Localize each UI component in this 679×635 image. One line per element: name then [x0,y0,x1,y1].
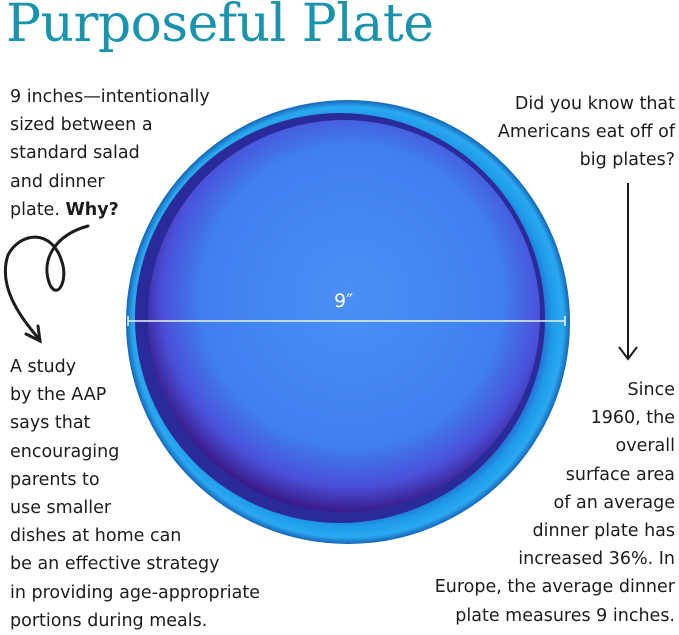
right-top-text: Did you know that Americans eat off of b… [498,90,675,175]
text-line: surface area [565,464,675,485]
text-line: dishes at home can [10,526,182,547]
text-line: portions during meals. [10,610,208,631]
text-line: 9 inches—intentionally [10,87,210,107]
left-bottom-text: A study by the AAP says that encouraging… [10,353,260,635]
text-line: Europe, the average dinner [434,577,675,598]
text-line: Americans eat off of [497,122,675,143]
text-line: plate. Why? [10,196,210,224]
loop-arrow-icon [3,224,90,342]
plate-bowl [148,120,540,512]
text-line: A study [10,357,77,377]
diameter-label: 9″ [334,290,354,312]
left-top-text: 9 inches—intentionally sized between a s… [10,83,210,224]
text-line: encouraging [10,441,120,462]
text-line: be an effective strategy [10,554,220,575]
text-line: standard salad [10,143,140,164]
text-line: and dinner [10,171,105,192]
text-fragment: plate. [10,199,60,220]
text-line: big plates? [579,150,675,171]
text-line: says that [10,413,91,434]
text-line: in providing age-appropriate [10,582,260,603]
text-line: Since [627,380,675,400]
text-line: dinner plate has [532,521,676,542]
text-line: Did you know that [514,94,675,114]
text-line: sized between a [10,115,153,136]
text-line: increased 36%. In [518,549,675,570]
text-line: plate measures 9 inches. [455,605,675,626]
page-title: Purposeful Plate [6,0,434,54]
text-line: 1960, the [590,408,675,429]
text-line: use smaller [10,498,112,519]
text-line: by the AAP [10,385,107,406]
why-emphasis: Why? [65,199,119,220]
text-line: overall [615,436,675,457]
text-line: parents to [10,469,100,490]
text-line: of an average [553,492,675,513]
right-bottom-text: Since 1960, the overall surface area of … [435,376,675,630]
